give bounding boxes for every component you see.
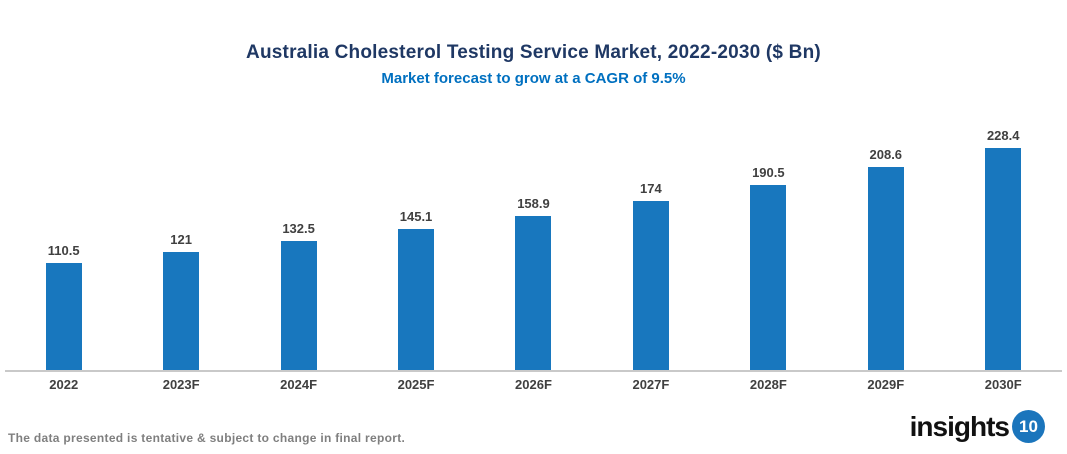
logo-badge-icon: 10 <box>1012 410 1045 443</box>
footer-disclaimer: The data presented is tentative & subjec… <box>8 431 406 445</box>
bar-2024f <box>280 241 317 370</box>
bar-column-2025f: 145.1 <box>357 209 474 370</box>
bar-2025f <box>398 229 435 370</box>
x-axis-label-2022: 2022 <box>49 377 79 392</box>
bar-value-label: 121 <box>170 232 192 248</box>
bar-2026f <box>515 215 552 370</box>
bar-value-label: 132.5 <box>282 221 315 237</box>
bar-2028f <box>750 184 787 370</box>
bar-column-2028f: 190.5 <box>710 165 827 370</box>
x-axis-label-2023f: 2023F <box>162 377 200 392</box>
bar-2027f <box>632 200 669 370</box>
bar-column-2027f: 174 <box>592 181 709 370</box>
bar-2029f <box>867 167 904 370</box>
bar-value-label: 208.6 <box>869 147 903 163</box>
bar-value-label: 145.1 <box>399 209 433 224</box>
bar-value-label: 174 <box>640 180 662 196</box>
bar-column-2022: 110.5 <box>5 243 122 370</box>
x-axis-label-2028f: 2028F <box>749 377 787 392</box>
bar-column-2029f: 208.6 <box>827 147 944 370</box>
x-axis-label-2030f: 2030F <box>984 377 1022 392</box>
x-axis-labels: 2022 2023F 2024F 2025F 2026F 2027F 2028F 2029F 2… <box>5 377 1062 392</box>
bar-column-2024f: 132.5 <box>240 221 357 370</box>
bar-2030f <box>985 148 1022 370</box>
bar-value-label: 110.5 <box>47 242 80 258</box>
chart-title: Australia Cholesterol Testing Service Ma… <box>246 42 821 63</box>
bar-value-label: 190.5 <box>752 164 785 180</box>
chart-subtitle: Market forecast to grow at a CAGR of 9.5… <box>381 70 686 87</box>
x-axis-label-2029f: 2029F <box>867 377 905 392</box>
bar-value-label: 228.4 <box>986 128 1020 143</box>
bar-2022 <box>45 262 82 370</box>
logo-text: insights <box>909 410 1010 442</box>
bar-column-2023f: 121 <box>122 232 239 370</box>
bar-column-2026f: 158.9 <box>475 196 592 370</box>
bar-2023f <box>163 252 200 370</box>
x-axis-label-2027f: 2027F <box>632 377 670 392</box>
x-axis-label-2026f: 2026F <box>515 377 552 392</box>
x-axis-label-2024f: 2024F <box>280 377 318 392</box>
bar-value-label: 158.9 <box>517 195 550 211</box>
bar-column-2030f: 228.4 <box>945 128 1062 370</box>
insights10-logo: insights 10 <box>910 410 1045 443</box>
plot-area: 110.5 121 132.5 145.1 158.9 174 190.5 208.6 228.… <box>5 120 1062 372</box>
x-axis-label-2025f: 2025F <box>397 377 435 392</box>
